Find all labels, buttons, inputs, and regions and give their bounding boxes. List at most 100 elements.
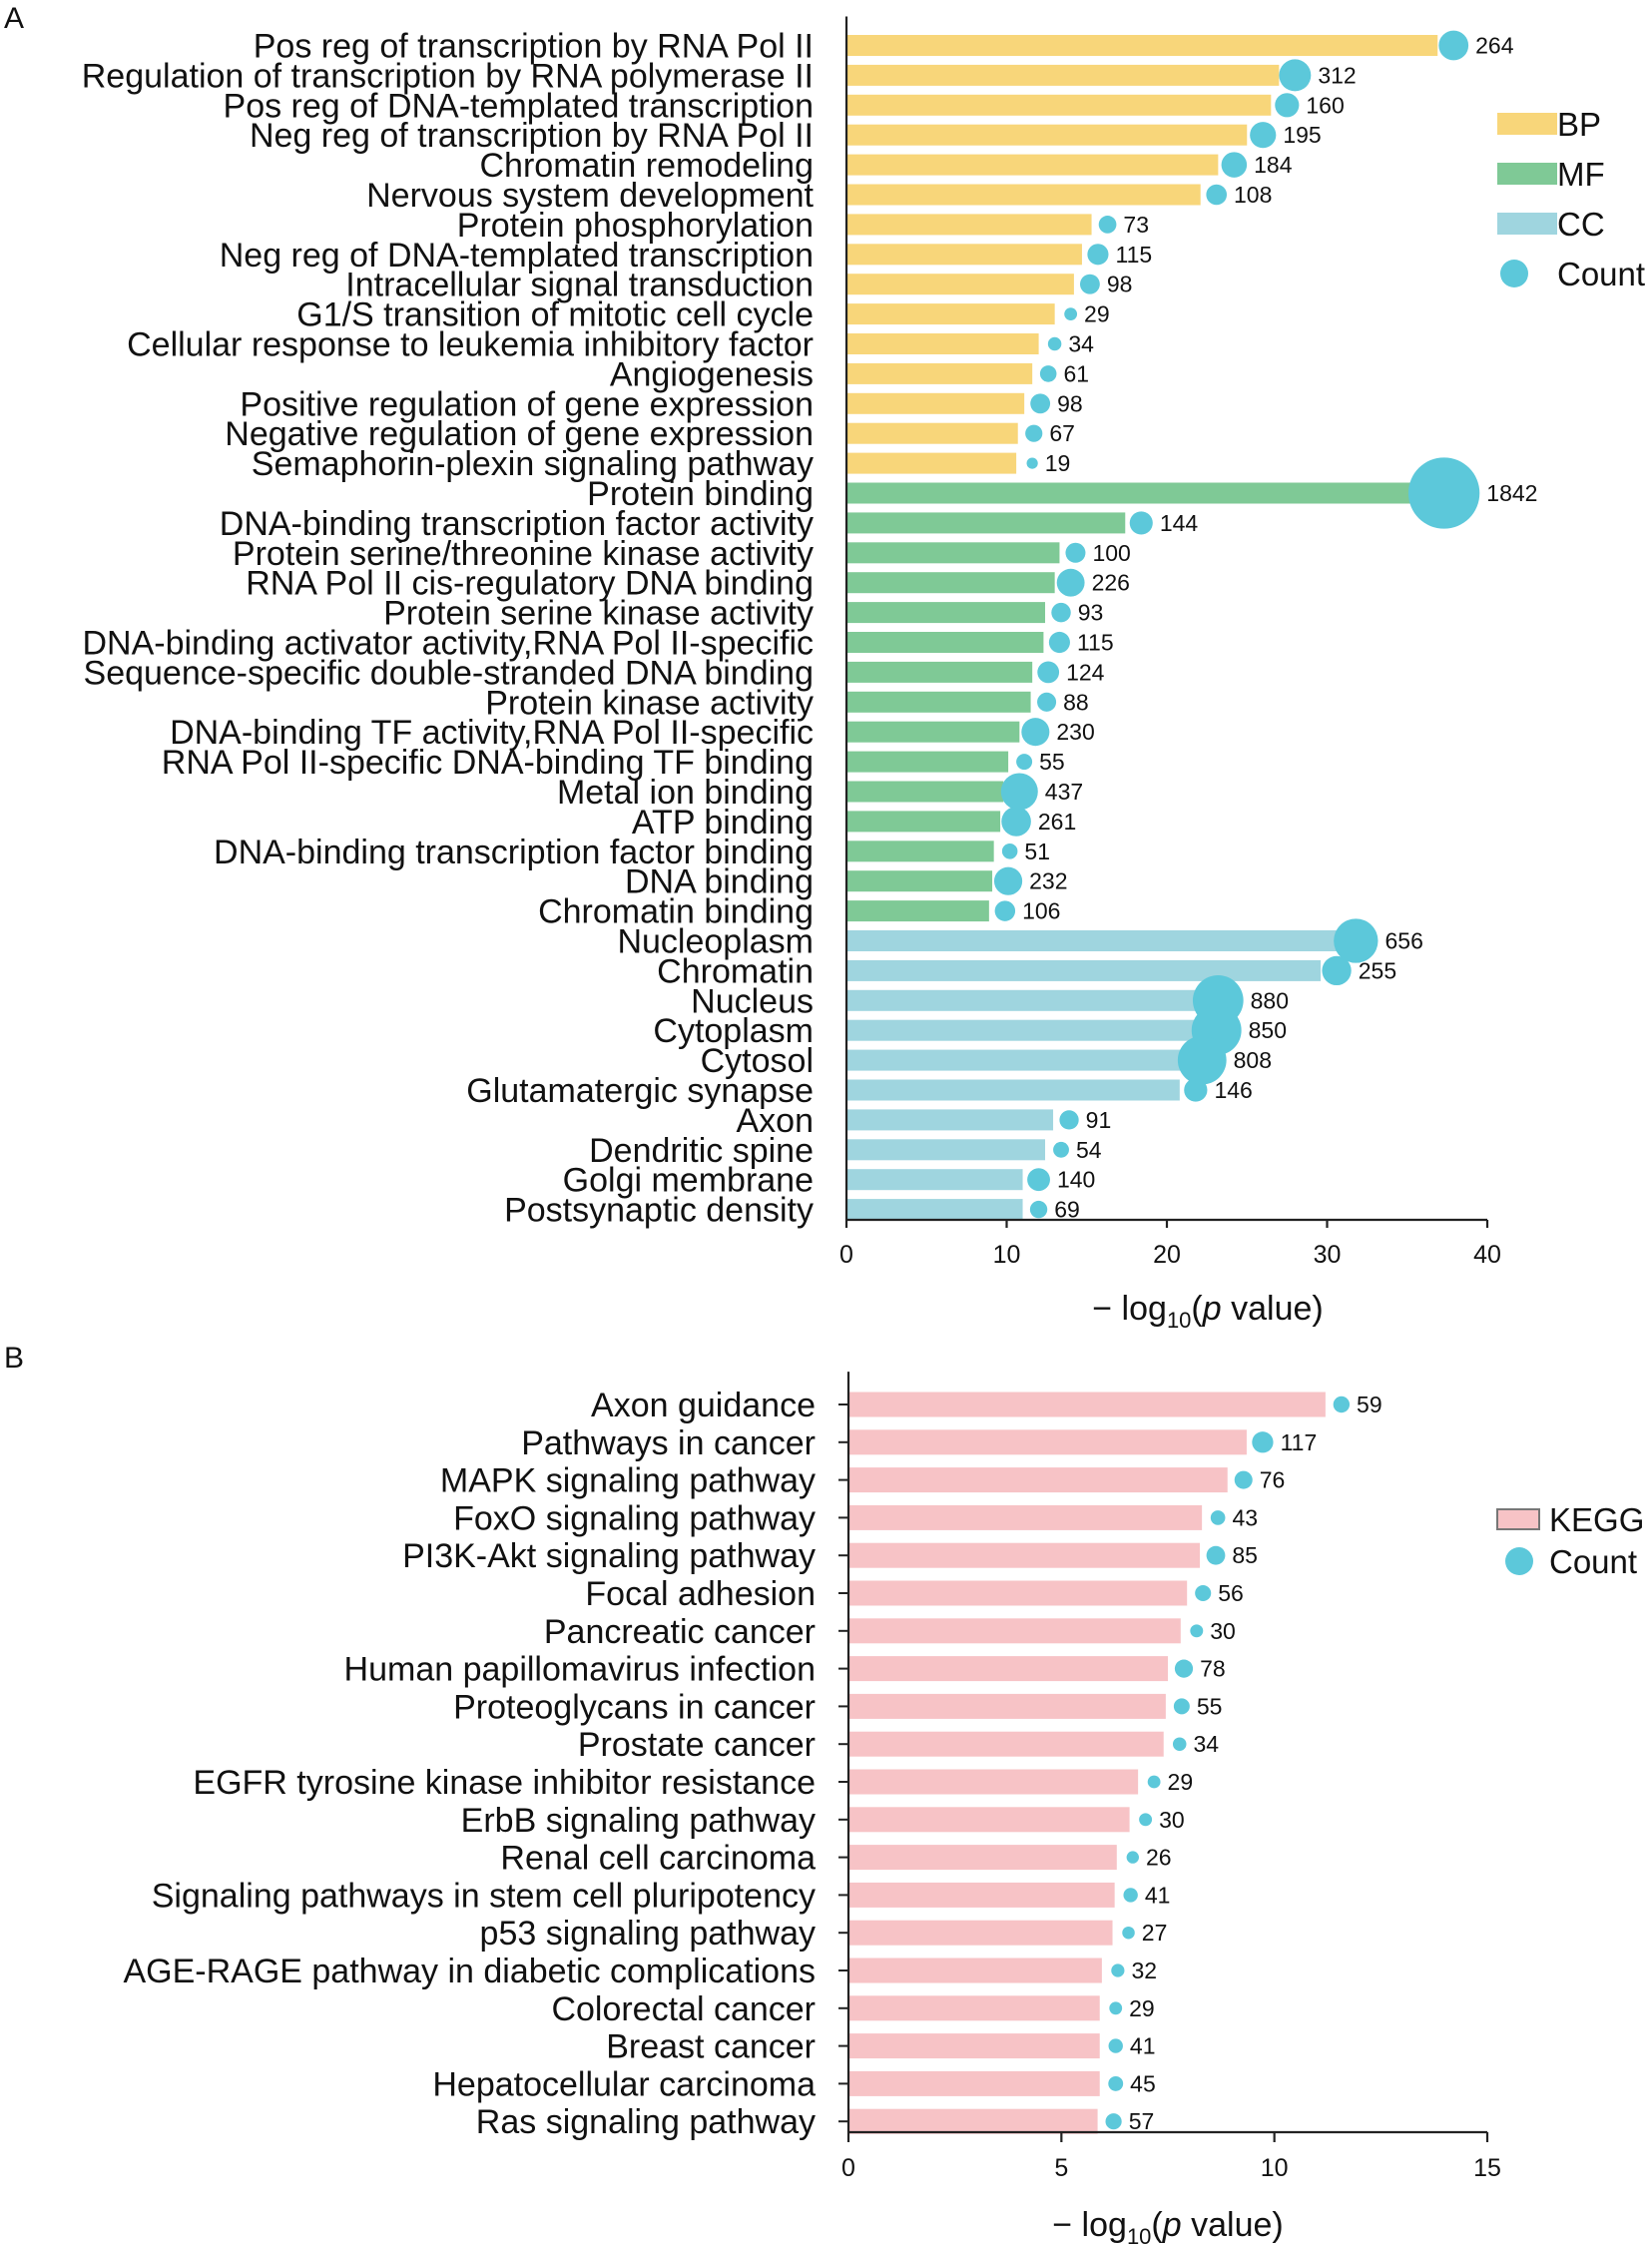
bar <box>846 333 1039 354</box>
bar <box>846 632 1044 653</box>
count-dot <box>1026 457 1038 469</box>
x-tick-label: 40 <box>1473 1241 1501 1269</box>
bar <box>848 1392 1326 1417</box>
count-dot <box>1195 1584 1212 1602</box>
count-label: 880 <box>1251 987 1289 1013</box>
count-dot <box>1079 274 1100 294</box>
count-dot <box>1184 1078 1208 1102</box>
legend-swatch-mf <box>1497 163 1557 185</box>
count-label: 140 <box>1057 1167 1095 1193</box>
bar <box>848 1467 1228 1493</box>
category-label: FoxO signaling pathway <box>453 1499 816 1537</box>
category-label: Semaphorin-plexin signaling pathway <box>252 445 814 483</box>
bar <box>846 1109 1054 1131</box>
category-label: Axon guidance <box>591 1387 816 1424</box>
bar <box>846 989 1203 1011</box>
bar <box>848 1542 1200 1568</box>
x-axis-title-part: 10 <box>1127 2224 1151 2245</box>
category-label: Chromatin remodeling <box>480 147 815 185</box>
count-label: 59 <box>1357 1392 1382 1417</box>
count-dot <box>1030 393 1051 414</box>
bar <box>846 602 1046 624</box>
category-label: Dendritic spine <box>589 1132 814 1170</box>
bar <box>846 1199 1023 1221</box>
legend-dot-count <box>1500 260 1528 287</box>
category-label: ATP binding <box>632 804 814 842</box>
category-label: Cytosol <box>701 1042 814 1080</box>
bar <box>846 274 1074 295</box>
category-label: DNA-binding transcription factor binding <box>214 834 814 871</box>
count-dot <box>1065 542 1086 563</box>
x-axis-title-part: − log <box>1052 2206 1127 2244</box>
count-label: 54 <box>1076 1137 1102 1163</box>
count-label: 93 <box>1078 600 1104 626</box>
count-label: 61 <box>1063 360 1089 386</box>
bar <box>848 2033 1100 2059</box>
count-dot <box>1174 1659 1194 1678</box>
bar <box>846 244 1082 266</box>
count-label: 34 <box>1068 331 1094 357</box>
count-dot <box>1037 661 1060 684</box>
x-axis-title-part: ( <box>1151 2206 1163 2244</box>
count-label: 30 <box>1210 1618 1236 1644</box>
category-label: Protein serine/threonine kinase activity <box>233 535 814 573</box>
count-dot <box>1129 511 1153 535</box>
category-label: Pos reg of DNA-templated transcription <box>224 87 814 125</box>
category-label: Neg reg of DNA-templated transcription <box>220 237 814 275</box>
category-label: Axon <box>737 1102 815 1140</box>
count-dot <box>1053 1141 1069 1158</box>
bar <box>846 870 993 892</box>
bar <box>846 1049 1187 1071</box>
count-dot <box>1126 1851 1139 1864</box>
category-label: Nucleus <box>691 982 814 1020</box>
count-dot <box>1039 365 1057 382</box>
count-dot <box>1252 1431 1274 1453</box>
category-label: Proteoglycans in cancer <box>453 1688 816 1726</box>
category-label: Pathways in cancer <box>521 1424 816 1462</box>
x-tick-label: 30 <box>1314 1241 1342 1269</box>
bar <box>848 1656 1168 1682</box>
count-label: 29 <box>1129 1995 1155 2021</box>
bar <box>848 1958 1102 1983</box>
count-dot <box>1250 122 1277 149</box>
category-label: Prostate cancer <box>578 1726 816 1764</box>
bar <box>848 1618 1181 1644</box>
bar <box>848 1504 1203 1530</box>
bar <box>846 124 1248 146</box>
x-tick-label: 10 <box>993 1241 1021 1269</box>
category-label: AGE-RAGE pathway in diabetic complicatio… <box>123 1953 816 1990</box>
count-dot <box>1438 30 1469 61</box>
bar <box>846 1019 1201 1041</box>
category-label: Protein binding <box>587 475 814 513</box>
bar <box>846 1079 1180 1101</box>
panel-b-letter: B <box>4 1342 24 1375</box>
count-label: 26 <box>1146 1845 1172 1871</box>
count-dot <box>1029 1200 1048 1219</box>
count-dot <box>1048 631 1070 654</box>
panel-a-chart: 264 Pos reg of transcription by RNA Pol I… <box>82 16 1645 1333</box>
category-label: Colorectal cancer <box>551 1990 816 2028</box>
count-label: 29 <box>1084 301 1110 327</box>
count-dot <box>1109 2001 1123 2015</box>
count-label: 100 <box>1092 540 1130 566</box>
count-label: 184 <box>1254 152 1293 178</box>
category-label: DNA-binding activator activity,RNA Pol I… <box>82 625 814 663</box>
bar <box>846 900 989 922</box>
legend-dot-count <box>1505 1547 1533 1575</box>
count-dot <box>994 900 1016 921</box>
bar <box>846 362 1033 384</box>
category-label: Hepatocellular carcinoma <box>432 2065 816 2103</box>
count-dot <box>1001 843 1018 859</box>
bar <box>846 691 1031 713</box>
bar <box>846 184 1201 206</box>
x-tick-label: 0 <box>839 1241 853 1269</box>
count-label: 43 <box>1232 1504 1258 1530</box>
count-label: 98 <box>1057 390 1083 416</box>
bar <box>846 572 1055 594</box>
count-dot <box>1275 93 1300 118</box>
bar <box>848 1807 1130 1833</box>
category-label: EGFR tyrosine kinase inhibitor resistanc… <box>193 1764 816 1802</box>
category-label: Chromatin binding <box>538 893 814 931</box>
category-label: Pancreatic cancer <box>544 1613 816 1651</box>
